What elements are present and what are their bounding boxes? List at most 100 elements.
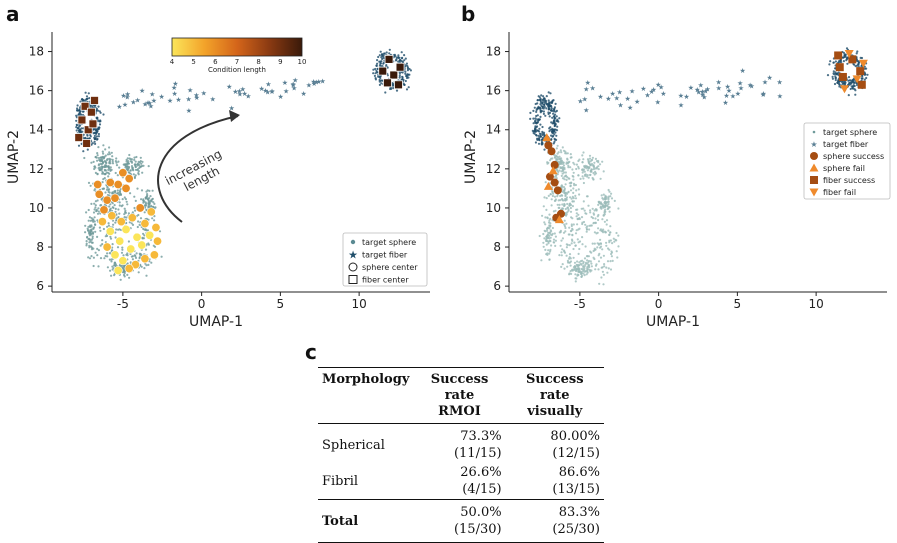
target-sphere-point [117,208,120,211]
target-sphere-point [581,222,584,226]
target-fiber-point: ★ [120,92,126,100]
target-sphere-point [88,216,91,219]
target-sphere-point [543,105,546,108]
target-sphere-point [104,191,107,194]
target-sphere-point [538,136,541,140]
target-sphere-point [160,255,163,258]
y-tick-label: 8 [493,240,501,254]
target-sphere-point [574,273,577,276]
target-sphere-point [87,219,90,222]
target-sphere-point [93,189,96,192]
target-sphere-point [546,229,549,232]
target-sphere-point [104,148,107,151]
sphere-center-point [113,265,123,275]
target-sphere-point [547,249,550,252]
target-sphere-point [87,256,90,259]
target-sphere-point [134,209,137,212]
target-sphere-point [109,209,112,212]
legend-b: target sphere ★ target fiber sphere success… [803,122,891,200]
target-sphere-point [558,169,561,172]
target-sphere-point [571,205,574,208]
target-sphere-point [572,175,575,178]
target-sphere-point [96,154,99,157]
target-fiber-point: ★ [145,99,151,107]
sphere-fail-point [548,166,558,175]
target-sphere-point [566,259,569,262]
target-sphere-point [546,252,549,255]
target-sphere-point [398,56,401,59]
fiber-center-point [383,78,392,88]
target-sphere-point [575,189,578,192]
target-sphere-point [832,70,835,73]
target-sphere-point [578,247,581,251]
target-fiber-point: ★ [651,86,657,94]
target-sphere-point [94,204,97,207]
target-sphere-point [615,250,618,253]
target-sphere-point [107,165,110,168]
target-sphere-point [545,239,548,243]
target-sphere-point [554,235,557,238]
target-sphere-point [89,219,92,222]
colorbar-tick-label: 7 [235,58,239,66]
sphere-success-point [550,178,559,187]
target-sphere-point [582,177,585,180]
target-sphere-point [842,56,845,59]
target-sphere-point [567,166,570,169]
target-sphere-point [127,160,130,163]
x-axis-label: UMAP-1 [189,314,243,330]
target-sphere-point [555,158,559,161]
x-tick-label: 0 [655,297,663,311]
target-sphere-point [123,196,126,199]
target-sphere-point [123,216,126,219]
target-sphere-point [584,212,587,215]
target-sphere-point [102,187,105,190]
target-sphere-point [572,178,575,181]
target-sphere-point [563,219,566,222]
target-sphere-point [115,161,118,164]
target-sphere-point [582,181,585,185]
target-sphere-point [91,142,94,145]
target-sphere-point [589,260,592,263]
target-sphere-point [556,203,559,206]
target-sphere-point [77,129,81,133]
target-sphere-point [124,198,127,201]
target-sphere-point [590,251,593,254]
legend-marker-square [348,275,358,284]
target-sphere-point [97,249,100,252]
target-sphere-point [569,166,572,169]
target-sphere-point [543,196,546,199]
target-fiber-point: ★ [605,95,611,103]
target-sphere-point [146,189,149,192]
target-sphere-point [608,190,611,193]
target-sphere-point [580,263,583,266]
target-fiber-point: ★ [722,99,728,107]
target-sphere-point [607,195,610,198]
target-sphere-point [108,191,111,194]
target-sphere-point [378,54,381,57]
target-sphere-point [138,252,141,255]
target-sphere-point [137,170,140,173]
target-sphere-point [597,268,600,271]
target-sphere-point [583,170,586,173]
target-sphere-point [112,206,115,209]
target-sphere-point [140,198,143,201]
target-sphere-point [93,223,97,226]
sphere-center-point [118,256,128,266]
target-sphere-point [604,205,607,208]
target-sphere-point [379,79,382,82]
target-sphere-point [554,209,557,212]
target-sphere-point [98,168,101,171]
target-sphere-point [605,241,608,244]
sphere-center-point [110,250,120,260]
target-sphere-point [565,246,568,249]
target-sphere-point [597,218,600,222]
target-sphere-point [597,165,600,168]
target-fiber-point: ★ [290,82,296,90]
target-sphere-point [130,165,134,168]
target-sphere-point [542,112,545,115]
target-sphere-point [142,199,145,202]
y-axis-label: UMAP-2 [463,130,479,184]
target-sphere-point [111,243,114,246]
target-sphere-point [144,204,147,207]
target-sphere-point [826,74,830,77]
